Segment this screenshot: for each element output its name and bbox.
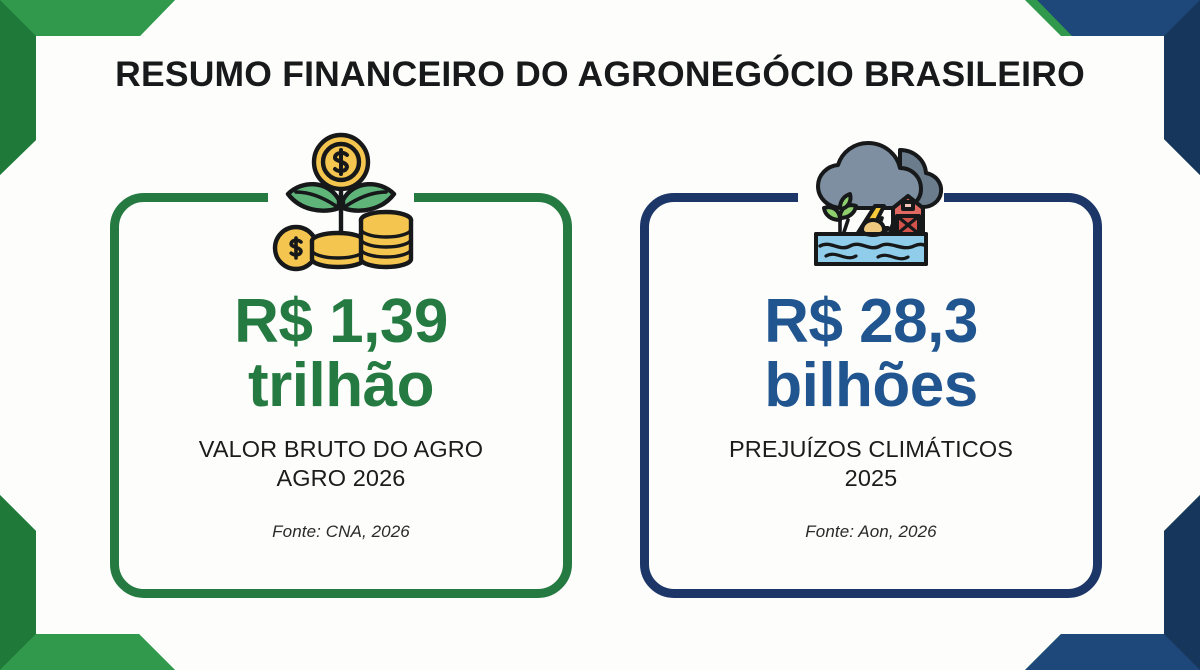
card-body: R$ 1,39 trilhão VALOR BRUTO DO AGRO AGRO… xyxy=(119,287,563,542)
stat-card-valor-bruto-agro: R$ 1,39 trilhão VALOR BRUTO DO AGRO AGRO… xyxy=(110,132,572,598)
stat-source: Fonte: Aon, 2026 xyxy=(805,522,937,542)
stat-value-line1: R$ 1,39 xyxy=(234,287,448,356)
stat-value: R$ 28,3 bilhões xyxy=(659,287,1083,421)
stat-caption-line2: AGRO 2026 xyxy=(276,464,406,491)
money-plant-icon xyxy=(266,128,416,278)
stat-card-prejuizos-climaticos: R$ 28,3 bilhões PREJUÍZOS CLIMÁTICOS 202… xyxy=(640,141,1102,598)
stat-caption-line1: VALOR BRUTO DO AGRO xyxy=(198,435,484,462)
stat-value: R$ 1,39 trilhão xyxy=(129,287,553,421)
stat-caption: VALOR BRUTO DO AGRO AGRO 2026 xyxy=(129,435,553,492)
stat-value-line1: R$ 28,3 xyxy=(764,287,978,356)
stat-value-line2: trilhão xyxy=(248,351,434,421)
stat-source: Fonte: CNA, 2026 xyxy=(272,522,410,542)
stat-caption-line2: 2025 xyxy=(844,464,898,491)
stat-caption: PREJUÍZOS CLIMÁTICOS 2025 xyxy=(659,435,1083,492)
stat-caption-line1: PREJUÍZOS CLIMÁTICOS xyxy=(728,435,1014,462)
card-body: R$ 28,3 bilhões PREJUÍZOS CLIMÁTICOS 202… xyxy=(649,287,1093,542)
stat-value-line2: bilhões xyxy=(764,351,978,421)
storm-flood-icon xyxy=(796,128,946,278)
page-title: RESUMO FINANCEIRO DO AGRONEGÓCIO BRASILE… xyxy=(115,54,1085,94)
